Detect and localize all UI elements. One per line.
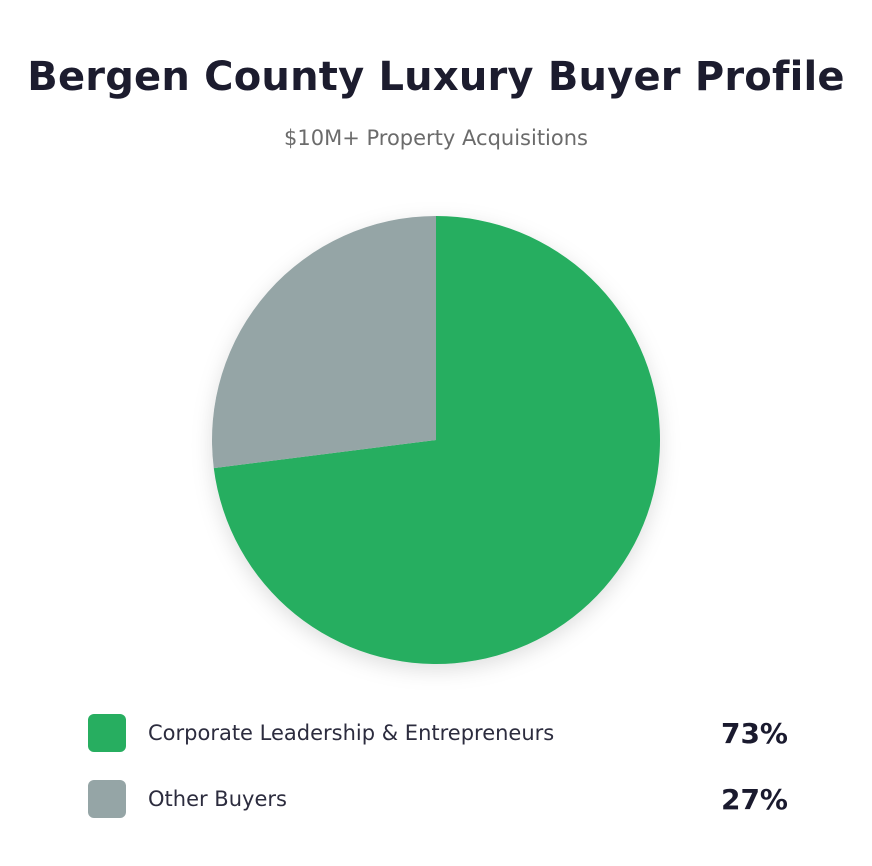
legend-label-other: Other Buyers: [148, 787, 287, 811]
legend: Corporate Leadership & Entrepreneurs 73%…: [88, 712, 788, 844]
pie-slices: [212, 216, 661, 664]
legend-label-corporate: Corporate Leadership & Entrepreneurs: [148, 721, 555, 745]
pie-chart: [186, 190, 686, 690]
pie-slice-other: [212, 216, 436, 469]
legend-item-corporate: Corporate Leadership & Entrepreneurs 73%: [88, 712, 788, 752]
pie-svg: [212, 216, 661, 664]
legend-swatch-corporate: [88, 714, 126, 752]
chart-subtitle: $10M+ Property Acquisitions: [284, 126, 588, 150]
chart-title: Bergen County Luxury Buyer Profile: [27, 54, 845, 100]
legend-swatch-other: [88, 780, 126, 818]
legend-item-other: Other Buyers 27%: [88, 778, 788, 818]
legend-value-corporate: 73%: [720, 717, 788, 750]
legend-value-other: 27%: [720, 783, 788, 816]
pie-slice-corporate: [213, 216, 661, 664]
